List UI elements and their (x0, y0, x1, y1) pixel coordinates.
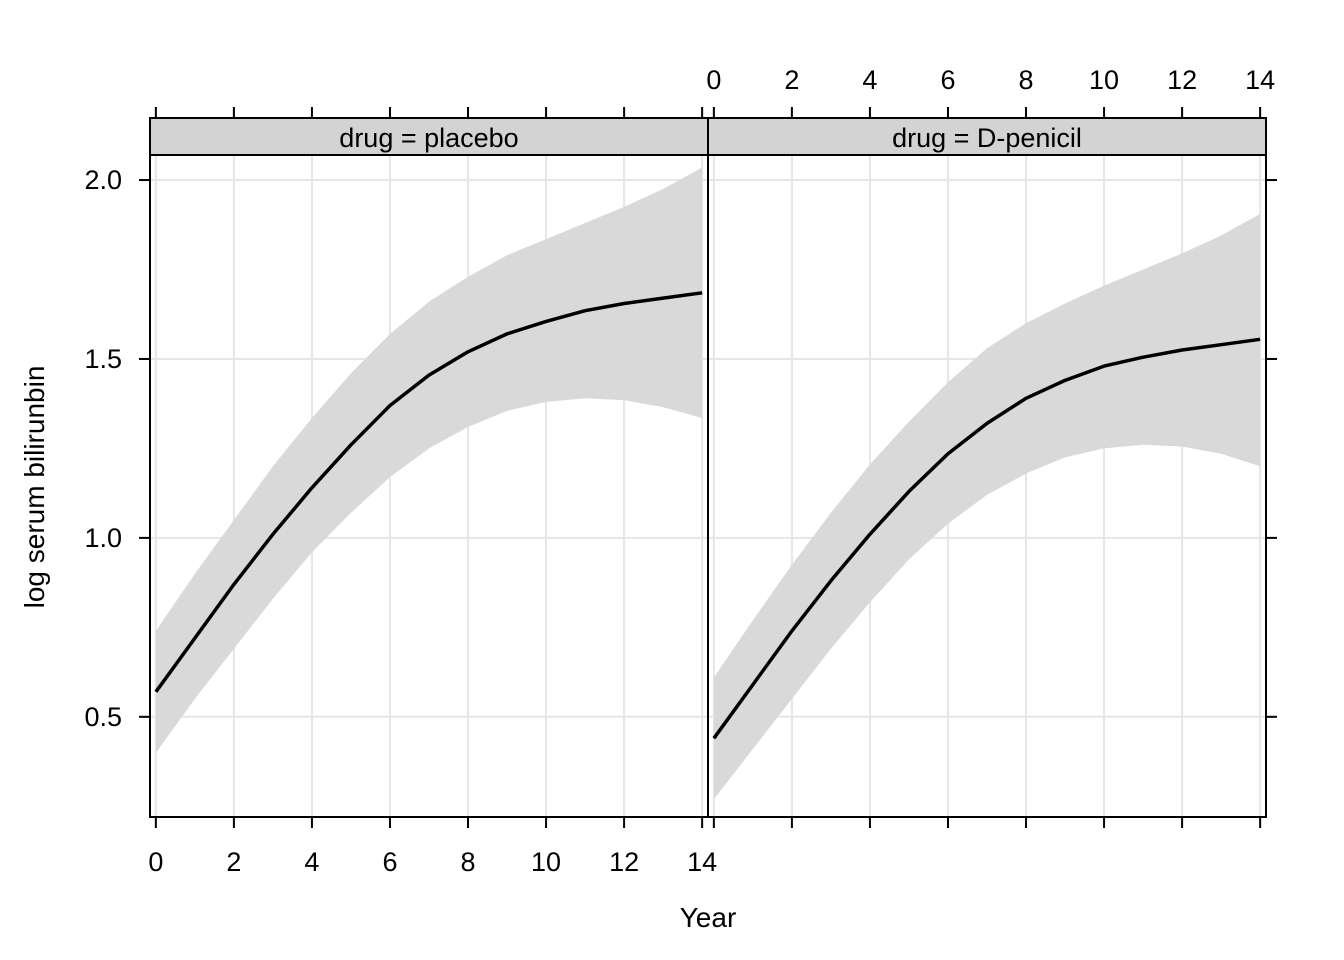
x-tick-label-bottom: 10 (531, 847, 561, 877)
strip-label: drug = placebo (339, 123, 518, 153)
panels-layer: drug = placebo drug = D-penicil (149, 117, 1267, 818)
x-tick-label-bottom: 6 (382, 847, 397, 877)
strip-background (707, 117, 1267, 156)
x-tick-label-top: 0 (706, 65, 721, 95)
y-tick-label: 2.0 (84, 165, 122, 195)
strip-label: drug = D-penicil (892, 123, 1082, 153)
x-tick-label-top: 2 (784, 65, 799, 95)
x-tick-label-top: 12 (1167, 65, 1197, 95)
x-axis-title: Year (680, 902, 737, 933)
x-tick-label-top: 14 (1245, 65, 1275, 95)
confidence-band (155, 167, 703, 753)
x-tick-label-top: 10 (1089, 65, 1119, 95)
confidence-band (713, 214, 1261, 800)
panel-1: drug = placebo (149, 117, 709, 818)
x-tick-label-top: 4 (862, 65, 877, 95)
y-tick-label: 1.0 (84, 523, 122, 553)
y-tick-label: 1.5 (84, 344, 122, 374)
x-tick-label-bottom: 8 (461, 847, 476, 877)
y-axis-title: log serum bilirunbin (19, 366, 50, 609)
x-tick-label-bottom: 12 (609, 847, 639, 877)
axes-layer: 0 2 4 6 8 10 12 14 0 2 4 6 8 10 12 14 0.5 1.0 1.5 2.0 (84, 65, 1277, 877)
panel-2: drug = D-penicil (707, 117, 1267, 818)
x-tick-label-bottom: 2 (226, 847, 241, 877)
fit-line (154, 291, 703, 693)
x-tick-label-bottom: 4 (304, 847, 319, 877)
x-tick-label-top: 8 (1019, 65, 1034, 95)
fit-line (712, 337, 1261, 740)
x-tick-label-bottom: 0 (148, 847, 163, 877)
panel-border (707, 154, 1267, 818)
x-tick-label-bottom: 14 (687, 847, 717, 877)
x-tick-label-top: 6 (940, 65, 955, 95)
y-tick-label: 0.5 (84, 702, 122, 732)
